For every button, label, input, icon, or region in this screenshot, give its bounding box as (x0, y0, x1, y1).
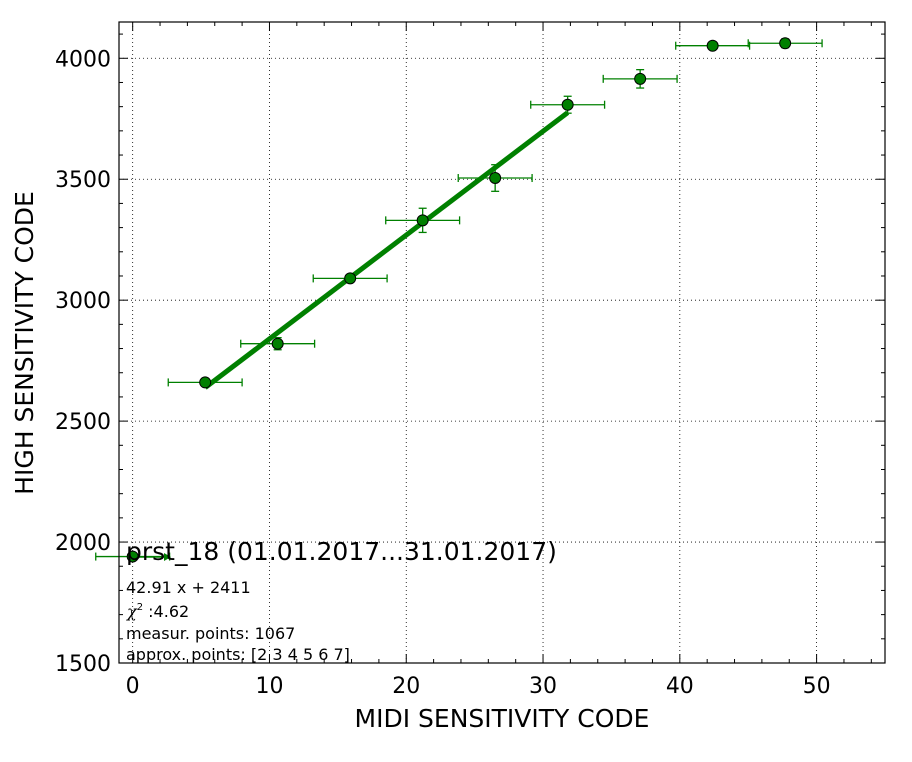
ticks (119, 22, 885, 664)
data-point (489, 172, 502, 185)
y-tick-label: 3000 (55, 289, 111, 314)
plot-area (119, 22, 885, 663)
y-tick-label: 1500 (55, 652, 111, 677)
legend-measur-points: measur. points: 1067 (126, 624, 295, 643)
legend-equation: 42.91 x + 2411 (126, 578, 251, 597)
grid (119, 22, 885, 663)
tick-labels: 0 10 20 30 40 50 1500 2000 2500 3000 3500 4000 (55, 47, 831, 699)
legend-arrow-icon (164, 553, 171, 561)
data-point (199, 376, 212, 389)
y-tick-label: 2500 (55, 410, 111, 435)
data-point (634, 72, 647, 85)
y-tick-label: 3500 (55, 168, 111, 193)
data-point (271, 337, 284, 350)
chi-symbol: χ (126, 602, 138, 621)
x-tick-label: 10 (255, 674, 283, 699)
x-tick-label: 40 (666, 674, 694, 699)
x-axis-title: MIDI SENSITIVITY CODE (355, 704, 650, 733)
x-tick-label: 20 (392, 674, 420, 699)
legend-chi2: χ2 :4.62 (126, 602, 189, 621)
chi-value: :4.62 (143, 602, 189, 621)
data-point (416, 214, 429, 227)
fit-line (203, 110, 570, 390)
data-point (561, 98, 574, 111)
legend-title: prst_18 (01.01.2017...31.01.2017) (126, 537, 557, 566)
y-tick-label: 2000 (55, 531, 111, 556)
fit-line-group (203, 110, 570, 390)
legend: prst_18 (01.01.2017...31.01.2017) 42.91 … (126, 537, 557, 664)
legend-approx-points: approx. points: [2 3 4 5 6 7] (126, 645, 350, 664)
x-tick-label: 30 (529, 674, 557, 699)
x-tick-label: 50 (803, 674, 831, 699)
y-tick-label: 4000 (55, 47, 111, 72)
x-tick-label: 0 (126, 674, 140, 699)
chi-exponent: 2 (137, 602, 143, 613)
plot-frame (118, 21, 886, 664)
data-point (779, 37, 792, 50)
data-point (706, 39, 719, 52)
data-point (344, 272, 357, 285)
y-axis-title: HIGH SENSITIVITY CODE (10, 191, 39, 495)
